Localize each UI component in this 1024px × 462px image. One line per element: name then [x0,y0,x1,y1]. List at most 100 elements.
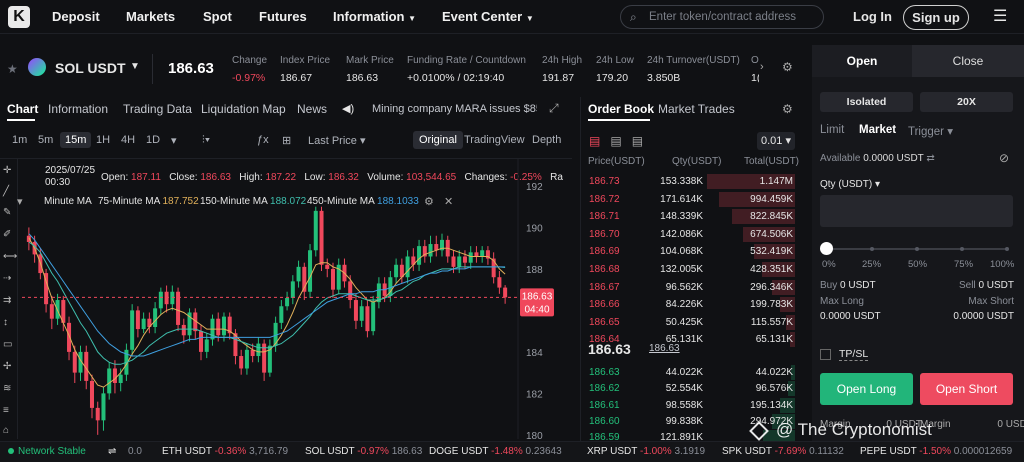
brush-icon[interactable]: ✐ [3,229,12,240]
interval-5m[interactable]: 5m [38,134,54,146]
brand-logo[interactable]: K [8,6,30,28]
search-input[interactable] [649,9,819,25]
arrow-updown-icon[interactable]: ↕ [3,317,8,328]
view-tradingview[interactable]: TradingView [464,134,525,146]
search-box[interactable]: ⌕ [620,5,824,29]
slider-tick[interactable] [1005,247,1009,251]
order-type-limit[interactable]: Limit [820,124,845,136]
sliders-icon[interactable]: ⇌ [108,446,117,457]
tab-news[interactable]: News [297,102,328,116]
qty-slider-handle[interactable] [820,242,833,255]
book-asks-icon[interactable]: ▤ [631,134,644,148]
nav-deposit[interactable]: Deposit [52,9,100,24]
ask-row[interactable]: 186.64 65.131K 65.131K [581,331,797,348]
signup-button[interactable]: Sign up [903,5,969,30]
more-intervals-icon[interactable]: ▾ [171,135,177,147]
ask-row[interactable]: 186.67 96.562K 296.346K [581,279,797,296]
settings-sliders-icon[interactable]: ⚙ [782,60,793,74]
bid-row[interactable]: 186.63 44.022K 44.022K [581,364,797,381]
interval-4h[interactable]: 4H [121,134,136,146]
ask-row[interactable]: 186.66 84.226K 199.783K [581,296,797,313]
order-type-trigger[interactable]: Trigger ▾ [908,126,953,138]
view-depth[interactable]: Depth [532,134,562,146]
bid-row[interactable]: 186.61 98.558K 195.134K [581,397,797,414]
tpsl-toggle[interactable]: TP/SL [820,348,869,361]
expand-icon[interactable]: ⤢ [549,101,559,115]
bottom-ticker-xrp[interactable]: XRP USDT -1.00% 3.1919 [587,446,705,457]
chevron-right-icon[interactable]: › [760,61,764,73]
layout-grid-icon[interactable]: ⊞ [282,135,292,147]
tab-close[interactable]: Close [912,45,1024,77]
bid-row[interactable]: 186.60 99.838K 294.972K [581,413,797,430]
crosshair-icon[interactable]: ✛ [3,165,12,176]
qty-input[interactable] [820,195,1013,227]
news-headline[interactable]: Mining company MARA issues $850 m [372,103,537,115]
ask-row[interactable]: 186.68 132.005K 428.351K [581,261,797,278]
text-tool-icon[interactable]: ≡ [3,405,9,416]
tab-chart[interactable]: Chart [7,102,39,116]
horizontal-line-icon[interactable]: ⟷ [3,251,18,262]
open-short-button[interactable]: Open Short [920,373,1013,405]
nav-futures[interactable]: Futures [259,9,307,24]
book-both-icon[interactable]: ▤ [589,134,601,148]
interval-1h[interactable]: 1H [96,134,111,146]
ask-row[interactable]: 186.72 171.614K 994.459K [581,191,797,208]
ask-row[interactable]: 186.71 148.339K 822.845K [581,208,797,225]
slider-tick[interactable] [960,247,964,251]
ray-icon[interactable]: ⇢ [3,273,12,284]
indicator-fx-icon[interactable]: ƒx [257,134,269,146]
pen-icon[interactable]: ✎ [3,207,12,218]
tab-order-book[interactable]: Order Book [588,102,655,116]
lock-icon[interactable]: ⌂ [3,425,10,436]
ma-settings-icon[interactable]: ⚙ [424,196,434,208]
interval-1m[interactable]: 1m [12,134,28,146]
fibonacci-icon[interactable]: ≋ [3,383,12,394]
hamburger-menu-icon[interactable]: ☰ [993,8,1008,25]
pair-dropdown-icon[interactable]: ▼ [130,61,140,72]
login-link[interactable]: Log In [853,9,892,24]
ma-close-icon[interactable]: ✕ [444,196,454,208]
pattern-icon[interactable]: ✢ [3,361,12,372]
favorite-star-icon[interactable]: ★ [7,62,18,76]
bottom-ticker-sol[interactable]: SOL USDT -0.97% 186.63 [305,446,422,457]
tab-open[interactable]: Open [812,45,912,77]
ask-row[interactable]: 186.70 142.086K 674.506K [581,226,797,243]
interval-15m[interactable]: 15m [60,132,92,148]
ask-row[interactable]: 186.65 50.425K 115.557K [581,314,797,331]
precision-select[interactable]: 0.01 ▾ [757,132,795,150]
order-type-market[interactable]: Market [859,124,897,136]
margin-mode-button[interactable]: Isolated [820,92,913,112]
bottom-ticker-doge[interactable]: DOGE USDT -1.48% 0.23643 [429,446,562,457]
qty-unit-select[interactable]: Qty (USDT) ▾ [820,179,881,190]
candle-type-icon[interactable]: ⫶▾ [202,134,211,146]
ask-row[interactable]: 186.73 153.338K 1.147M [581,173,797,190]
open-long-button[interactable]: Open Long [820,373,913,405]
chevron-down-icon[interactable]: ▾ [17,196,23,208]
ask-row[interactable]: 186.69 104.068K 532.419K [581,243,797,260]
tab-trading-data[interactable]: Trading Data [123,102,192,116]
leverage-button[interactable]: 20X [920,92,1013,112]
book-bids-icon[interactable]: ▤ [610,134,622,148]
calculator-icon[interactable]: ⊘ [999,151,1010,165]
bottom-ticker-spk[interactable]: SPK USDT -7.69% 0.11132 [722,446,844,457]
nav-spot[interactable]: Spot [203,9,232,24]
ruler-icon[interactable]: ▭ [3,339,13,350]
transfer-icon[interactable]: ⇄ [926,153,935,164]
bottom-ticker-pepe[interactable]: PEPE USDT -1.50% 0.000012659 [860,446,1024,457]
price-type-select[interactable]: Last Price ▾ [308,135,366,147]
slider-tick[interactable] [870,247,874,251]
view-original[interactable]: Original [413,131,463,149]
tpsl-checkbox[interactable] [820,348,831,360]
pair-name[interactable]: SOL USDT [55,60,126,76]
bid-row[interactable]: 186.62 52.554K 96.576K [581,380,797,397]
slider-tick[interactable] [915,247,919,251]
tab-market-trades[interactable]: Market Trades [658,102,735,116]
nav-markets[interactable]: Markets [126,9,176,24]
tab-information[interactable]: Information [48,102,109,116]
nav-information[interactable]: Information ▼ [333,9,416,24]
interval-1d[interactable]: 1D [146,134,161,146]
tab-liquidation-map[interactable]: Liquidation Map [201,102,286,116]
nav-event-center[interactable]: Event Center ▼ [442,9,534,24]
book-settings-icon[interactable]: ⚙ [782,102,793,116]
